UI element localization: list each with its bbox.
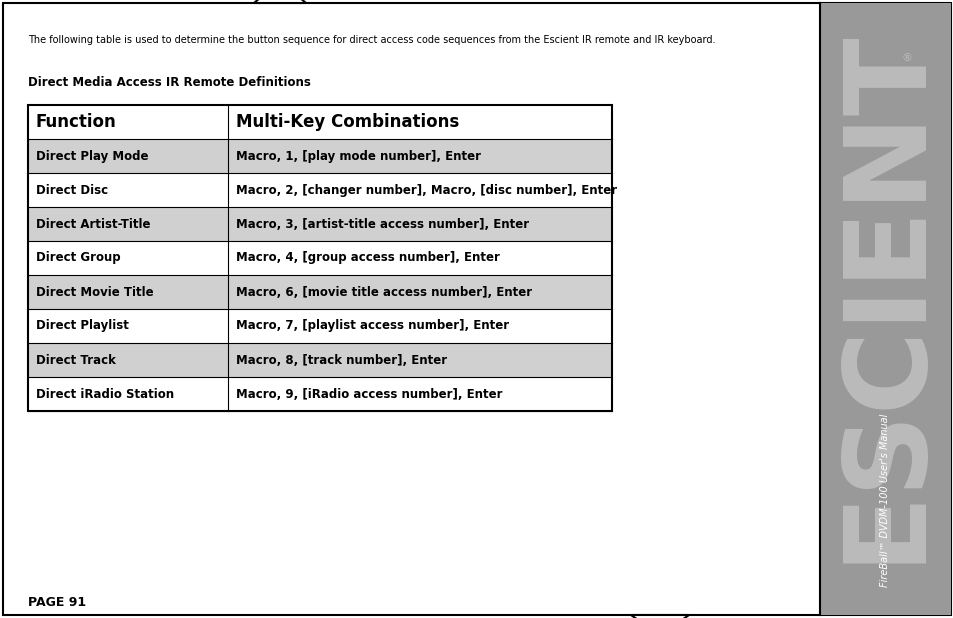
Text: Direct Disc: Direct Disc: [36, 184, 108, 197]
Bar: [28, 343, 612, 377]
Polygon shape: [253, 0, 306, 3]
Polygon shape: [630, 615, 688, 618]
Text: Direct Playlist: Direct Playlist: [36, 320, 129, 332]
Text: Direct Track: Direct Track: [36, 353, 115, 366]
Text: Direct Movie Title: Direct Movie Title: [36, 286, 153, 298]
Text: Macro, 4, [group access number], Enter: Macro, 4, [group access number], Enter: [235, 252, 499, 265]
Text: Macro, 6, [movie title access number], Enter: Macro, 6, [movie title access number], E…: [235, 286, 532, 298]
Text: Function: Function: [36, 113, 116, 131]
Text: Macro, 3, [artist-title access number], Enter: Macro, 3, [artist-title access number], …: [235, 218, 529, 231]
Text: PAGE 91: PAGE 91: [28, 596, 86, 609]
Text: Macro, 2, [changer number], Macro, [disc number], Enter: Macro, 2, [changer number], Macro, [disc…: [235, 184, 617, 197]
Text: Direct Group: Direct Group: [36, 252, 120, 265]
Bar: [28, 139, 612, 173]
Text: Multi-Key Combinations: Multi-Key Combinations: [235, 113, 458, 131]
Text: Macro, 8, [track number], Enter: Macro, 8, [track number], Enter: [235, 353, 447, 366]
Text: The following table is used to determine the button sequence for direct access c: The following table is used to determine…: [28, 35, 715, 45]
Text: Macro, 9, [iRadio access number], Enter: Macro, 9, [iRadio access number], Enter: [235, 387, 502, 400]
Bar: [28, 173, 612, 207]
Text: ESCIENT: ESCIENT: [829, 27, 940, 564]
Bar: [28, 105, 612, 139]
Text: Direct Artist-Title: Direct Artist-Title: [36, 218, 151, 231]
Text: Direct iRadio Station: Direct iRadio Station: [36, 387, 174, 400]
Text: Macro, 7, [playlist access number], Enter: Macro, 7, [playlist access number], Ente…: [235, 320, 509, 332]
Text: Direct Media Access IR Remote Definitions: Direct Media Access IR Remote Definition…: [28, 76, 311, 89]
Bar: [28, 207, 612, 241]
Text: Direct Play Mode: Direct Play Mode: [36, 150, 149, 163]
Bar: [28, 377, 612, 411]
Bar: [28, 241, 612, 275]
Text: FireBall™ DVDM-100 User's Manual: FireBall™ DVDM-100 User's Manual: [880, 413, 889, 586]
Bar: [28, 105, 612, 411]
Bar: [28, 275, 612, 309]
Text: Macro, 1, [play mode number], Enter: Macro, 1, [play mode number], Enter: [235, 150, 480, 163]
Bar: [820, 3, 950, 615]
Text: ®: ®: [901, 53, 912, 63]
Bar: [28, 309, 612, 343]
